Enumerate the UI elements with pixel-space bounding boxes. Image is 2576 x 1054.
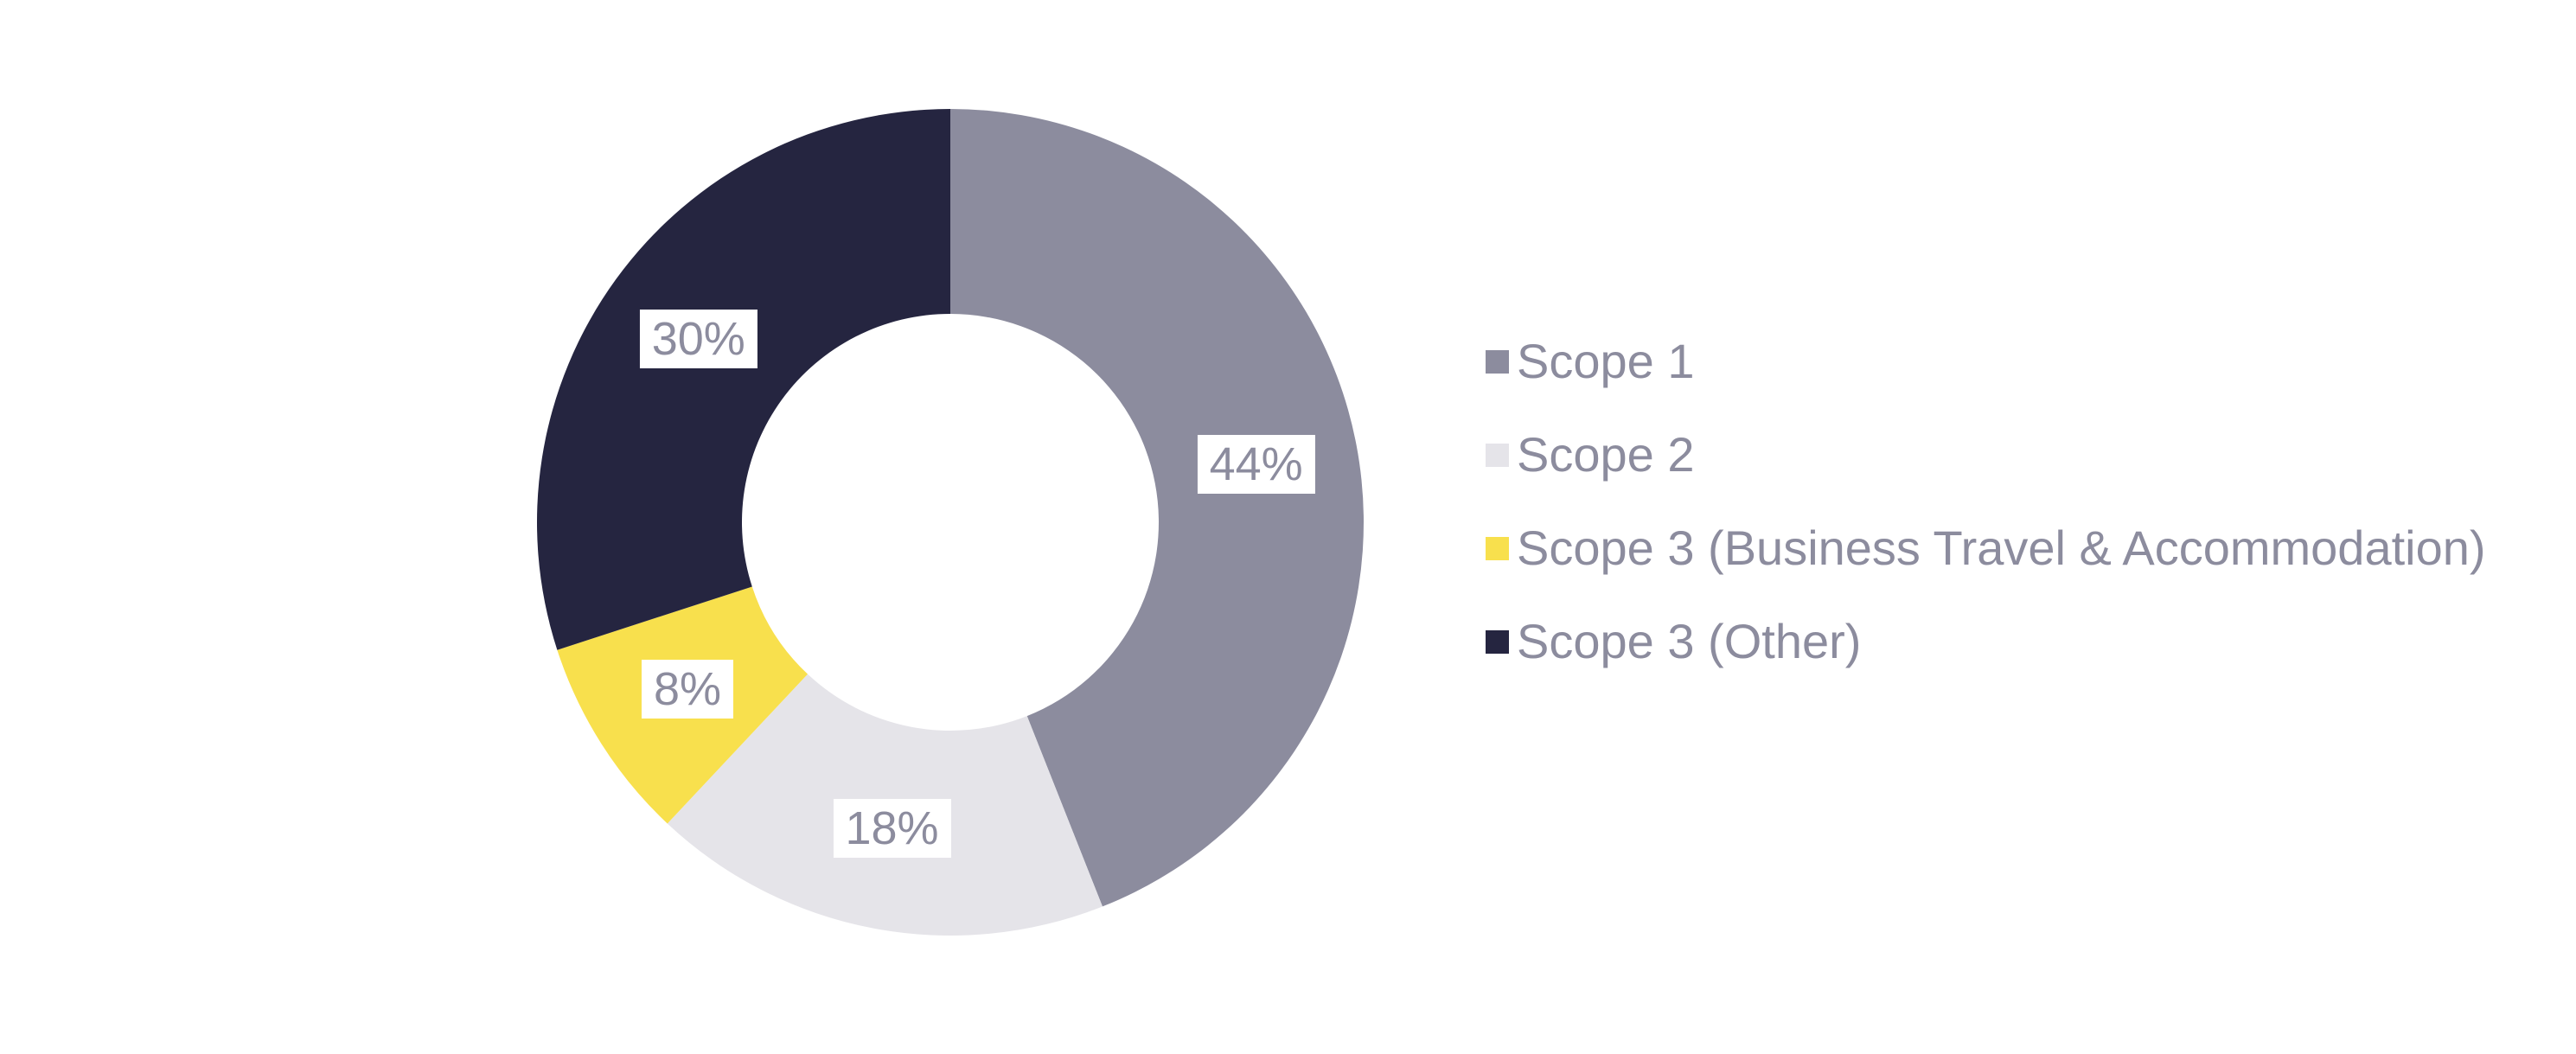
- donut-slice-scope-1: [950, 109, 1364, 907]
- legend-label: Scope 1: [1517, 334, 1695, 388]
- legend-item: Scope 3 (Business Travel & Accommodation…: [1486, 501, 2486, 595]
- legend: Scope 1 Scope 2 Scope 3 (Business Travel &…: [1486, 315, 2486, 688]
- legend-item: Scope 1: [1486, 315, 2486, 408]
- legend-label: Scope 3 (Other): [1517, 614, 1862, 668]
- legend-label: Scope 3 (Business Travel & Accommodation…: [1517, 521, 2486, 575]
- legend-swatch-icon: [1486, 443, 1509, 467]
- legend-swatch-icon: [1486, 629, 1509, 654]
- legend-item: Scope 3 (Other): [1486, 595, 2486, 688]
- donut-slice-scope-3-other: [536, 109, 950, 650]
- legend-label: Scope 2: [1517, 427, 1695, 482]
- legend-item: Scope 2: [1486, 408, 2486, 501]
- legend-swatch-icon: [1486, 349, 1509, 374]
- legend-swatch-icon: [1486, 536, 1509, 560]
- donut-slices: [536, 109, 1364, 936]
